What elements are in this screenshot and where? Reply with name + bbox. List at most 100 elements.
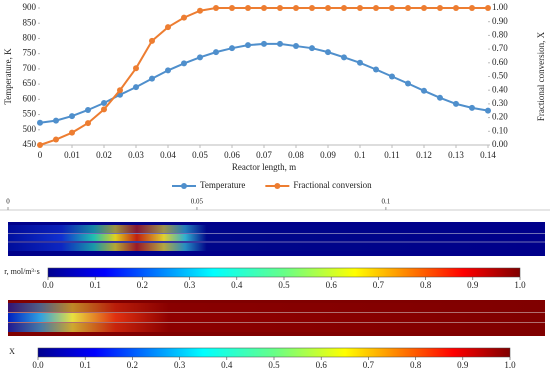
data-point (357, 59, 363, 66)
data-point (293, 43, 299, 50)
y-tick-label: 600 (23, 93, 37, 103)
data-point (389, 73, 395, 80)
colorbar-tick-label: 0.6 (316, 360, 328, 370)
data-point (181, 60, 187, 67)
data-point (293, 5, 299, 11)
y-tick-label: 550 (23, 109, 37, 119)
y-tick-label: 750 (23, 48, 37, 58)
y-tick-label: 900 (23, 2, 37, 12)
data-point (85, 120, 91, 127)
x-tick-label: 0.14 (480, 150, 496, 160)
conversion-contour (8, 300, 545, 336)
y2-tick-label: 0.60 (492, 57, 508, 67)
data-point (181, 14, 187, 21)
colorbar-tick-label: 0.6 (326, 280, 338, 290)
data-point (341, 54, 347, 61)
x-tick-label: 0 (38, 150, 43, 160)
y-tick-label: 800 (23, 33, 37, 43)
data-point (197, 7, 203, 14)
legend-marker (181, 183, 187, 189)
data-point (309, 5, 315, 11)
colorbar-tick-label: 0.3 (174, 360, 186, 370)
y2-tick-label: 0.30 (492, 98, 508, 108)
data-point (357, 5, 363, 11)
colorbar-label: r, mol/m³·s (4, 267, 39, 276)
data-point (453, 100, 459, 107)
data-point (485, 107, 491, 114)
y2-tick-label: 1.00 (492, 2, 508, 12)
colorbar-tick-label: 0.4 (231, 280, 243, 290)
series-line (39, 42, 489, 124)
data-point (405, 80, 411, 87)
colorbar-tick-label: 0.7 (373, 280, 385, 290)
colorbar-tick-label: 0.5 (278, 280, 290, 290)
series-line (39, 7, 488, 146)
data-point (149, 75, 155, 82)
colorbar-tick-label: 0.7 (363, 360, 375, 370)
y-axis-label: Temperature, K (3, 48, 13, 105)
data-point (373, 66, 379, 73)
data-point (421, 5, 427, 11)
data-point (133, 65, 139, 72)
colorbar-tick-label: 0.4 (221, 360, 233, 370)
y2-tick-label: 0.00 (492, 139, 508, 149)
colorbar-tick-label: 0.2 (137, 280, 148, 290)
y2-tick-label: 0.50 (492, 71, 508, 81)
data-point (229, 5, 235, 11)
x-tick-label: 0.11 (384, 150, 399, 160)
data-point (277, 5, 283, 11)
rate-contour (8, 222, 545, 256)
data-point (261, 40, 267, 47)
data-point (101, 106, 107, 113)
data-point (469, 5, 475, 11)
data-point (341, 5, 347, 11)
data-point (229, 45, 235, 52)
data-point (53, 136, 59, 143)
data-point (405, 5, 411, 11)
colorbar-tick-label: 0.8 (420, 280, 432, 290)
x-tick-label: 0.1 (354, 150, 365, 160)
ruler-label: 0.05 (191, 198, 204, 206)
colorbar-label: X (9, 347, 15, 356)
data-point (37, 142, 43, 148)
x-tick-label: 0.05 (192, 150, 208, 160)
x-tick-label: 0.06 (224, 150, 240, 160)
colorbar-tick-label: 0.0 (32, 360, 44, 370)
y2-tick-label: 0.80 (492, 29, 508, 39)
x-tick-label: 0.07 (256, 150, 272, 160)
data-point (373, 5, 379, 11)
data-point (213, 49, 219, 56)
data-point (165, 24, 171, 31)
y-tick-label: 650 (23, 78, 37, 88)
colorbar (47, 267, 521, 278)
colorbar-tick-label: 0.0 (42, 280, 54, 290)
ruler-label: 0.1 (381, 198, 390, 206)
data-point (485, 5, 491, 11)
x-tick-label: 0.08 (288, 150, 304, 160)
legend-label: Temperature (200, 180, 245, 190)
data-point (117, 87, 123, 94)
colorbar-tick-label: 0.1 (90, 280, 101, 290)
data-point (37, 119, 43, 126)
data-point (245, 42, 251, 49)
y2-tick-label: 0.10 (492, 125, 508, 135)
data-point (245, 5, 251, 11)
data-point (101, 99, 107, 106)
y2-tick-label: 0.20 (492, 112, 508, 122)
x-tick-label: 0.01 (64, 150, 80, 160)
colorbar-tick-label: 0.3 (184, 280, 196, 290)
data-point (53, 117, 59, 124)
data-point (85, 106, 91, 113)
colorbar-tick-label: 0.2 (127, 360, 138, 370)
legend-marker (274, 183, 281, 189)
y-tick-label: 700 (23, 63, 37, 73)
legend-label: Fractional conversion (293, 180, 372, 190)
data-point (421, 87, 427, 94)
data-point (213, 5, 219, 11)
x-tick-label: 0.09 (320, 150, 336, 160)
colorbar-tick-label: 1.0 (504, 360, 516, 370)
data-point (277, 40, 283, 47)
colorbar-tick-label: 0.5 (268, 360, 280, 370)
data-point (437, 5, 443, 11)
y2-tick-label: 0.70 (492, 43, 508, 53)
